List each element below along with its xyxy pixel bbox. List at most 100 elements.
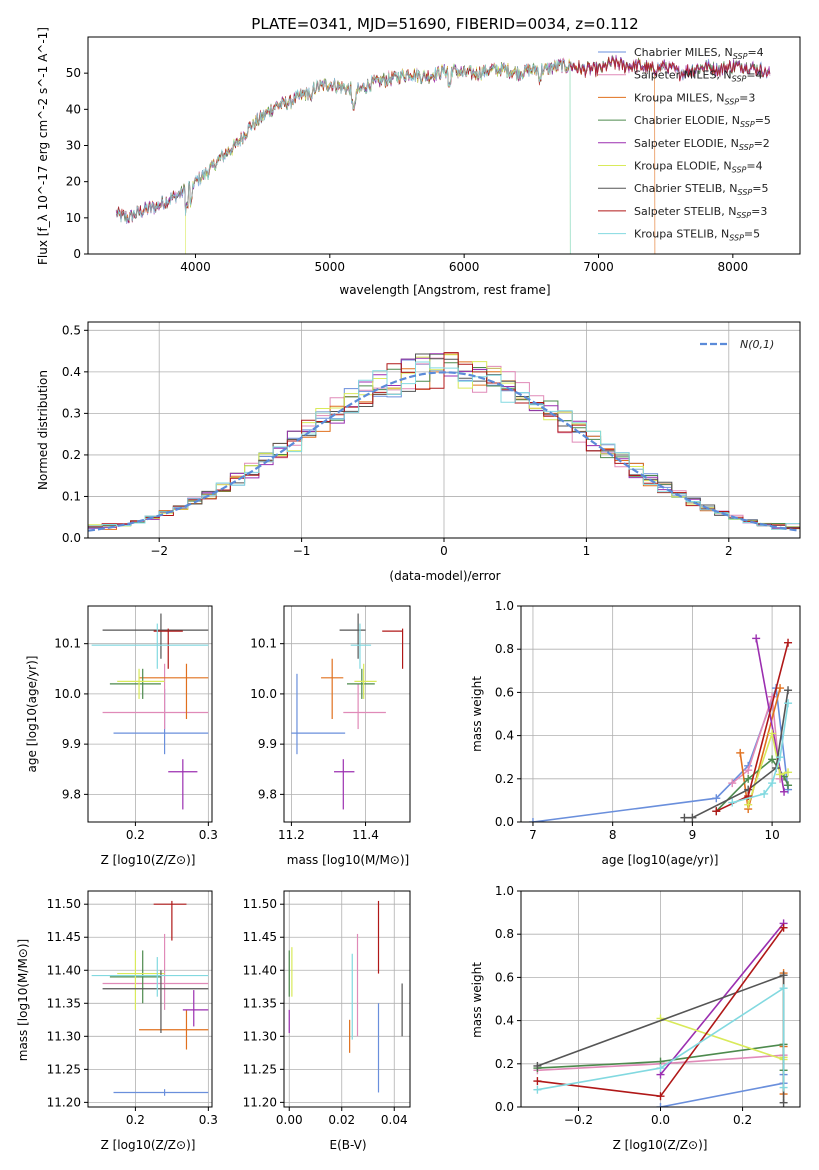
x-tick-label: −0.2: [564, 1113, 593, 1127]
x-tick-label: 0.02: [328, 1113, 355, 1127]
x-tick-label: 5000: [315, 260, 346, 274]
histogram-step-line: [88, 361, 800, 530]
y-tick-label: 0: [73, 247, 81, 261]
age-vs-metallicity-panel: Z [log10(Z/Z⊙)] age [log10(age/yr)] 0.2 0…: [25, 605, 218, 867]
y-tick-label: 0.8: [495, 927, 514, 941]
legend-label: Salpeter MILES, NSSP=4: [634, 69, 763, 84]
y-tick-label: 11.25: [47, 1062, 81, 1076]
errorbar-group: [291, 613, 404, 810]
weight-series-line: [731, 696, 781, 784]
axes-frame: [87, 36, 801, 255]
y-tick-label: 11.25: [243, 1062, 277, 1076]
spectrum-legend: Chabrier MILES, NSSP=4 Salpeter MILES, NS…: [598, 46, 771, 243]
y-tick-label: 0.8: [495, 642, 514, 656]
x-tick-label: 1: [583, 544, 591, 558]
axes-frame: [520, 605, 801, 823]
legend-label: Salpeter ELODIE, NSSP=2: [634, 137, 770, 152]
x-axis-label: E(B-V): [329, 1138, 366, 1152]
legend-label: Salpeter STELIB, NSSP=3: [634, 205, 767, 220]
x-tick-label: −1: [293, 544, 311, 558]
mass-vs-extinction-panel: E(B-V) 0.00 0.02 0.04 11.20 11.25 11.30 11.35 1…: [243, 890, 411, 1152]
y-tick-label: 9.9: [258, 737, 277, 751]
x-tick-label: 8000: [718, 260, 749, 274]
gaussian-curve: [88, 371, 800, 532]
legend-label: Chabrier STELIB, NSSP=5: [634, 182, 768, 197]
y-tick-label: 0.0: [495, 1100, 514, 1114]
y-axis-label: age [log10(age/yr)]: [25, 656, 39, 773]
weight-lines: [528, 634, 793, 822]
y-tick-label: 1.0: [495, 884, 514, 898]
y-tick-label: 0.5: [62, 323, 81, 337]
y-tick-label: 11.30: [243, 1029, 277, 1043]
legend-label: Kroupa ELODIE, NSSP=4: [634, 160, 763, 175]
x-tick-label: 0.0: [651, 1113, 670, 1127]
y-tick-label: 11.20: [47, 1095, 81, 1109]
y-tick-label: 30: [66, 139, 81, 153]
y-tick-label: 11.30: [47, 1029, 81, 1043]
y-tick-label: 11.45: [47, 930, 81, 944]
x-tick-label: 0.3: [199, 1113, 218, 1127]
x-tick-label: 7: [529, 828, 537, 842]
x-tick-label: 0.2: [126, 828, 145, 842]
y-tick-label: 11.50: [243, 897, 277, 911]
y-tick-label: 11.50: [47, 897, 81, 911]
axes-frame: [87, 321, 801, 539]
x-tick-label: 0: [440, 544, 448, 558]
spectrum-lines: [115, 54, 771, 254]
x-tick-label: 9: [689, 828, 697, 842]
chart-title: PLATE=0341, MJD=51690, FIBERID=0034, z=0…: [251, 15, 638, 33]
y-tick-label: 10.1: [54, 637, 81, 651]
x-axis-label: wavelength [Angstrom, rest frame]: [339, 283, 550, 297]
age-vs-mass-panel: mass [log10(M/M⊙)] 11.2 11.4 9.8 9.9 10.0 10.…: [250, 605, 411, 867]
residual-histogram-panel: (data-model)/error Normed distribution −…: [36, 321, 801, 583]
x-tick-label: 8: [609, 828, 617, 842]
y-tick-label: 10.1: [250, 637, 277, 651]
weight-vs-age-panel: age [log10(age/yr)] mass weight 7 8 9 10 0.0…: [470, 599, 801, 867]
y-tick-label: 10.0: [54, 687, 81, 701]
y-tick-label: 0.0: [62, 531, 81, 545]
x-tick-label: 0.00: [276, 1113, 303, 1127]
histogram-lines: [88, 352, 800, 532]
x-axis-label: Z [log10(Z/Z⊙)]: [101, 1138, 196, 1152]
y-axis-label: mass weight: [470, 676, 484, 752]
x-tick-label: 0.3: [199, 828, 218, 842]
weight-series-line: [747, 730, 789, 805]
y-tick-label: 11.40: [47, 963, 81, 977]
x-tick-label: 10: [764, 828, 779, 842]
spectrum-line: [115, 59, 571, 254]
weight-series-line: [537, 986, 785, 1091]
x-axis-label: Z [log10(Z/Z⊙)]: [613, 1138, 708, 1152]
legend-label: N(0,1): [740, 338, 774, 351]
x-tick-label: 4000: [180, 260, 211, 274]
x-tick-label: 0.2: [733, 1113, 752, 1127]
axes-frame: [87, 605, 213, 823]
weight-series-line: [659, 922, 785, 1076]
y-tick-label: 0.6: [495, 970, 514, 984]
x-tick-label: 6000: [449, 260, 480, 274]
y-tick-label: 11.35: [47, 996, 81, 1010]
x-tick-label: 11.4: [352, 828, 379, 842]
y-tick-label: 9.9: [62, 737, 81, 751]
y-axis-label: mass [log10(M/M⊙)]: [16, 939, 30, 1061]
y-tick-label: 10: [66, 211, 81, 225]
weight-lines: [533, 919, 788, 1107]
y-axis-label: Flux [f_λ 10^-17 erg cm^-2 s^-1 A^-1]: [36, 27, 50, 265]
legend-label: Chabrier ELODIE, NSSP=5: [634, 114, 771, 129]
y-tick-label: 0.2: [62, 448, 81, 462]
y-tick-label: 9.8: [62, 787, 81, 801]
x-tick-label: 0.2: [126, 1113, 145, 1127]
x-axis-label: (data-model)/error: [389, 569, 500, 583]
y-tick-label: 0.6: [495, 685, 514, 699]
y-tick-label: 1.0: [495, 599, 514, 613]
spectrum-panel: PLATE=0341, MJD=51690, FIBERID=0034, z=0…: [36, 15, 801, 297]
y-tick-label: 0.2: [495, 1057, 514, 1071]
axes-frame: [283, 605, 411, 823]
legend-label: Kroupa STELIB, NSSP=5: [634, 228, 760, 243]
axes-frame: [87, 890, 213, 1108]
weight-vs-metallicity-panel: Z [log10(Z/Z⊙)] mass weight −0.2 0.0 0.2 0.…: [470, 884, 801, 1152]
y-tick-label: 0.4: [495, 1014, 514, 1028]
legend-label: Chabrier MILES, NSSP=4: [634, 46, 764, 61]
y-tick-label: 20: [66, 175, 81, 189]
y-tick-label: 0.4: [62, 365, 81, 379]
